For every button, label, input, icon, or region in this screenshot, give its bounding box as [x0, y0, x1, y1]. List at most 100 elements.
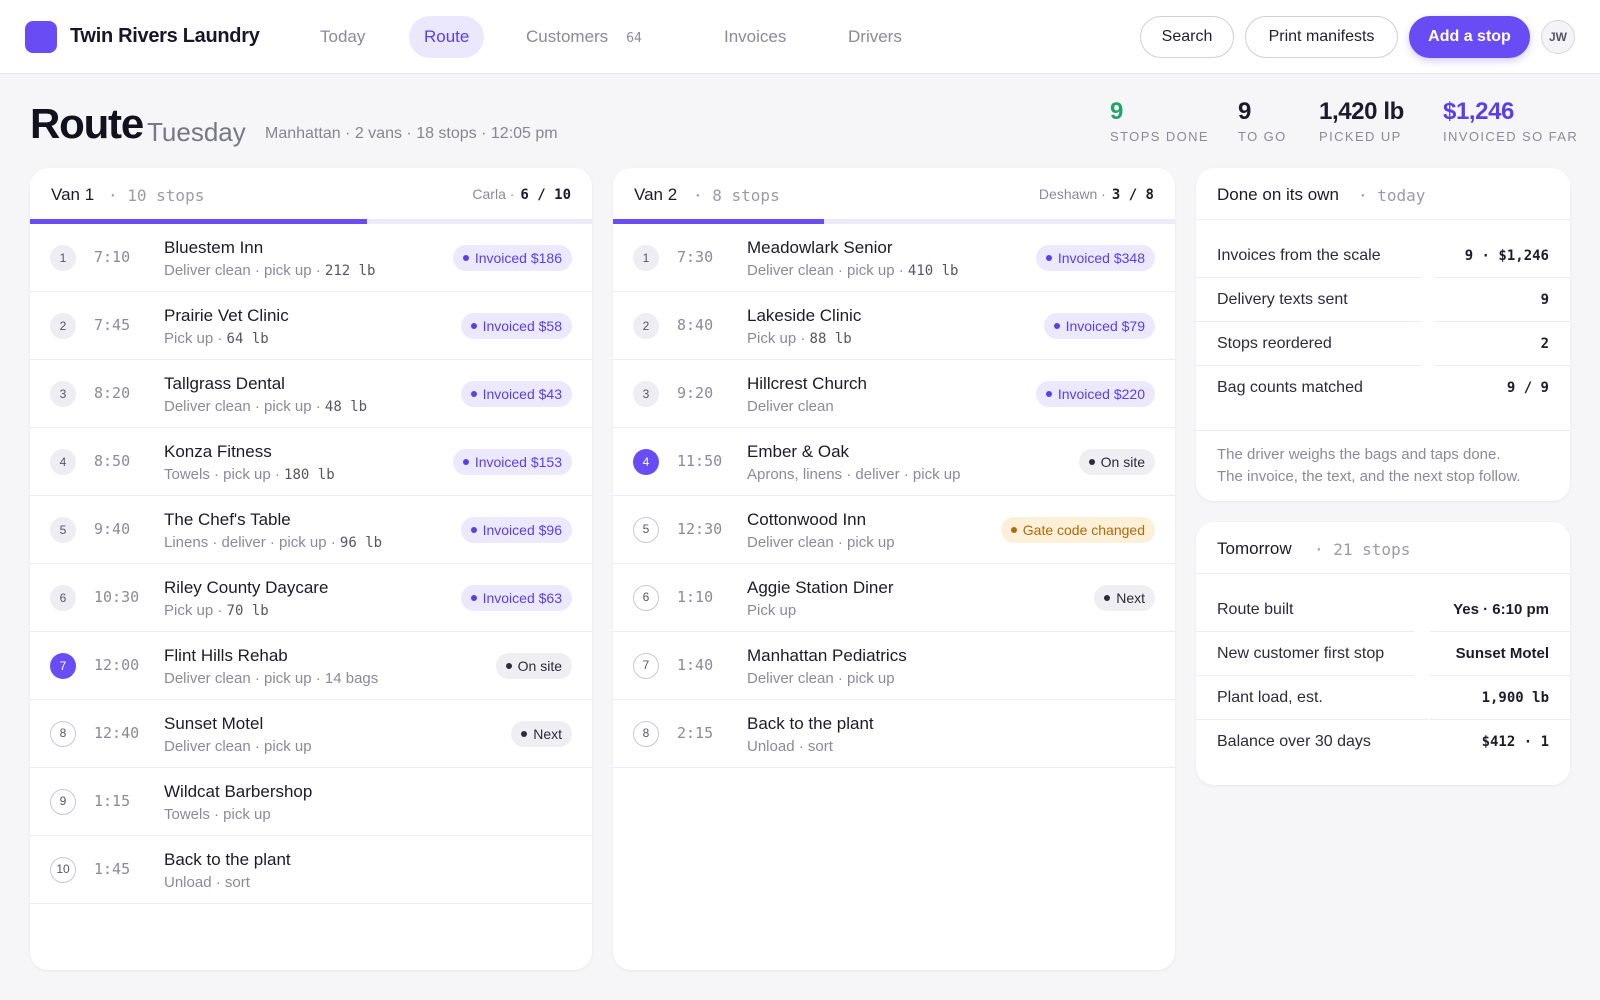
stop-detail-text: Pick up ·	[164, 602, 227, 619]
stop-row[interactable]: 2 7:45 Prairie Vet Clinic Pick up · 64 lb In…	[30, 292, 592, 360]
nav-customers[interactable]: Customers 64	[511, 16, 657, 58]
stop-detail-text: Unload · sort	[164, 874, 250, 891]
stop-detail: Towels · pick up · 180 lb	[164, 466, 335, 483]
stop-weight: 180 lb	[284, 467, 335, 483]
print-manifests-button[interactable]: Print manifests	[1245, 16, 1398, 58]
van2-progress-bar	[613, 219, 1175, 224]
van1-progress-fill	[30, 219, 368, 224]
stop-time: 7:10	[94, 248, 131, 266]
stop-number: 5	[50, 517, 76, 543]
stop-name: Wildcat Barbershop	[164, 782, 313, 801]
stop-name: Back to the plant	[747, 714, 874, 733]
stop-name: Ember & Oak	[747, 442, 850, 461]
stop-row[interactable]: 6 10:30 Riley County Daycare Pick up · 70 l…	[30, 564, 592, 632]
status-badge: Invoiced $43	[460, 381, 572, 407]
stop-detail: Deliver clean · pick up · 14 bags	[164, 670, 378, 687]
status-badge: Invoiced $153	[452, 449, 572, 475]
search-button[interactable]: Search	[1140, 16, 1234, 58]
stop-row[interactable]: 10 1:45 Back to the plant Unload · sort	[30, 836, 592, 904]
van1-progress-bar	[30, 219, 592, 224]
stop-row[interactable]: 1 7:10 Bluestem Inn Deliver clean · pick up…	[30, 224, 592, 292]
stop-detail-text: Linens · deliver · pick up ·	[164, 534, 340, 551]
stop-row[interactable]: 6 1:10 Aggie Station Diner Pick up Next	[613, 564, 1175, 632]
stop-number: 2	[50, 313, 76, 339]
stop-row[interactable]: 9 1:15 Wildcat Barbershop Towels · pick up	[30, 768, 592, 836]
stop-weight: 64 lb	[226, 331, 269, 347]
stat-label: INVOICED SO FAR	[1443, 129, 1579, 144]
stop-number: 4	[633, 449, 659, 475]
nav-today[interactable]: Today	[305, 16, 380, 58]
nav-route[interactable]: Route	[409, 16, 485, 58]
nav-drivers[interactable]: Drivers	[833, 16, 917, 58]
page-meta: Manhattan · 2 vans · 18 stops · 12:05 pm	[265, 125, 558, 142]
van2-driver: Deshawn · 3 / 8	[1039, 186, 1154, 203]
stop-time: 8:50	[94, 452, 131, 470]
divider	[1196, 719, 1428, 720]
info-value: 2	[1540, 336, 1549, 352]
info-value: 1,900 lb	[1481, 690, 1549, 706]
info-value: Yes · 6:10 pm	[1453, 601, 1549, 618]
nav-invoices[interactable]: Invoices	[709, 16, 801, 58]
stop-name: Konza Fitness	[164, 442, 272, 461]
stop-name: Lakeside Clinic	[747, 306, 862, 325]
van2-driver-name: Deshawn ·	[1038, 186, 1106, 202]
stat-label: TO GO	[1238, 129, 1287, 144]
stop-detail-text: Deliver clean · pick up	[164, 738, 312, 755]
stop-name: Riley County Daycare	[164, 578, 329, 597]
automation-card: Done on its own · today Invoices from th…	[1196, 168, 1570, 501]
stop-row[interactable]: 8 2:15 Back to the plant Unload · sort	[613, 700, 1175, 768]
stop-detail-text: Aprons, linens · deliver · pick up	[747, 466, 961, 483]
stop-detail-text: Deliver clean · pick up	[747, 670, 895, 687]
stop-row[interactable]: 2 8:40 Lakeside Clinic Pick up · 88 lb Invoi…	[613, 292, 1175, 360]
stop-detail-text: Pick up ·	[747, 330, 810, 347]
stop-time: 12:30	[677, 520, 723, 538]
stop-detail: Unload · sort	[164, 874, 250, 891]
stat-to-go: 9 TO GO	[1238, 98, 1287, 144]
stop-time: 8:40	[677, 316, 714, 334]
stop-number: 7	[633, 653, 659, 679]
info-value: $412 · 1	[1481, 734, 1549, 750]
stat-value: 9	[1110, 98, 1123, 125]
stop-name: Hillcrest Church	[747, 374, 867, 393]
stop-number: 9	[50, 789, 76, 815]
stop-row[interactable]: 4 8:50 Konza Fitness Towels · pick up · 180…	[30, 428, 592, 496]
stop-name: Flint Hills Rehab	[164, 646, 288, 665]
stop-row[interactable]: 7 12:00 Flint Hills Rehab Deliver clean · p…	[30, 632, 592, 700]
info-row: Balance over 30 days $412 · 1	[1196, 720, 1570, 764]
stop-weight: 70 lb	[226, 603, 269, 619]
stop-detail: Towels · pick up	[164, 806, 271, 823]
divider	[1196, 277, 1421, 278]
stop-detail-text: Towels · pick up ·	[164, 466, 285, 483]
stop-detail-text: Pick up	[747, 602, 797, 619]
nav-invoices-label: Invoices	[724, 27, 787, 46]
divider	[1196, 321, 1421, 322]
logo-icon	[25, 21, 57, 53]
divider	[1430, 631, 1570, 632]
stop-row[interactable]: 8 12:40 Sunset Motel Deliver clean · pick u…	[30, 700, 592, 768]
stop-time: 9:40	[94, 520, 131, 538]
info-value: Sunset Motel	[1455, 645, 1549, 662]
stat-value: $1,246	[1443, 98, 1515, 125]
stop-row[interactable]: 5 12:30 Cottonwood Inn Deliver clean · pick…	[613, 496, 1175, 564]
van2-progress-fill	[613, 219, 824, 224]
tomorrow-sub: · 21 stops	[1314, 540, 1411, 559]
van1-title: Van 1	[51, 185, 95, 204]
stop-row[interactable]: 3 9:20 Hillcrest Church Deliver clean Invoic…	[613, 360, 1175, 428]
automation-note-line-1: The driver weighs the bags and taps done…	[1217, 446, 1501, 463]
avatar[interactable]: JW	[1541, 20, 1575, 54]
stop-number: 1	[50, 245, 76, 271]
add-stop-button[interactable]: Add a stop	[1409, 16, 1530, 58]
stop-row[interactable]: 3 8:20 Tallgrass Dental Deliver clean · pic…	[30, 360, 592, 428]
tomorrow-card: Tomorrow · 21 stops Route built Yes · 6:1…	[1196, 522, 1570, 785]
stop-detail: Aprons, linens · deliver · pick up	[747, 466, 960, 483]
status-badge: Next	[1094, 585, 1155, 611]
info-label: Invoices from the scale	[1217, 247, 1381, 264]
stop-name: Sunset Motel	[164, 714, 264, 733]
stop-row[interactable]: 4 11:50 Ember & Oak Aprons, linens · delive…	[613, 428, 1175, 496]
stop-row[interactable]: 1 7:30 Meadowlark Senior Deliver clean · pi…	[613, 224, 1175, 292]
top-bar: Twin Rivers Laundry Today Route Customer…	[0, 0, 1600, 74]
stop-row[interactable]: 7 1:40 Manhattan Pediatrics Deliver clean ·…	[613, 632, 1175, 700]
stop-row[interactable]: 5 9:40 The Chef's Table Linens · deliver · …	[30, 496, 592, 564]
stop-weight: 48 lb	[324, 399, 368, 415]
divider	[1196, 631, 1414, 632]
